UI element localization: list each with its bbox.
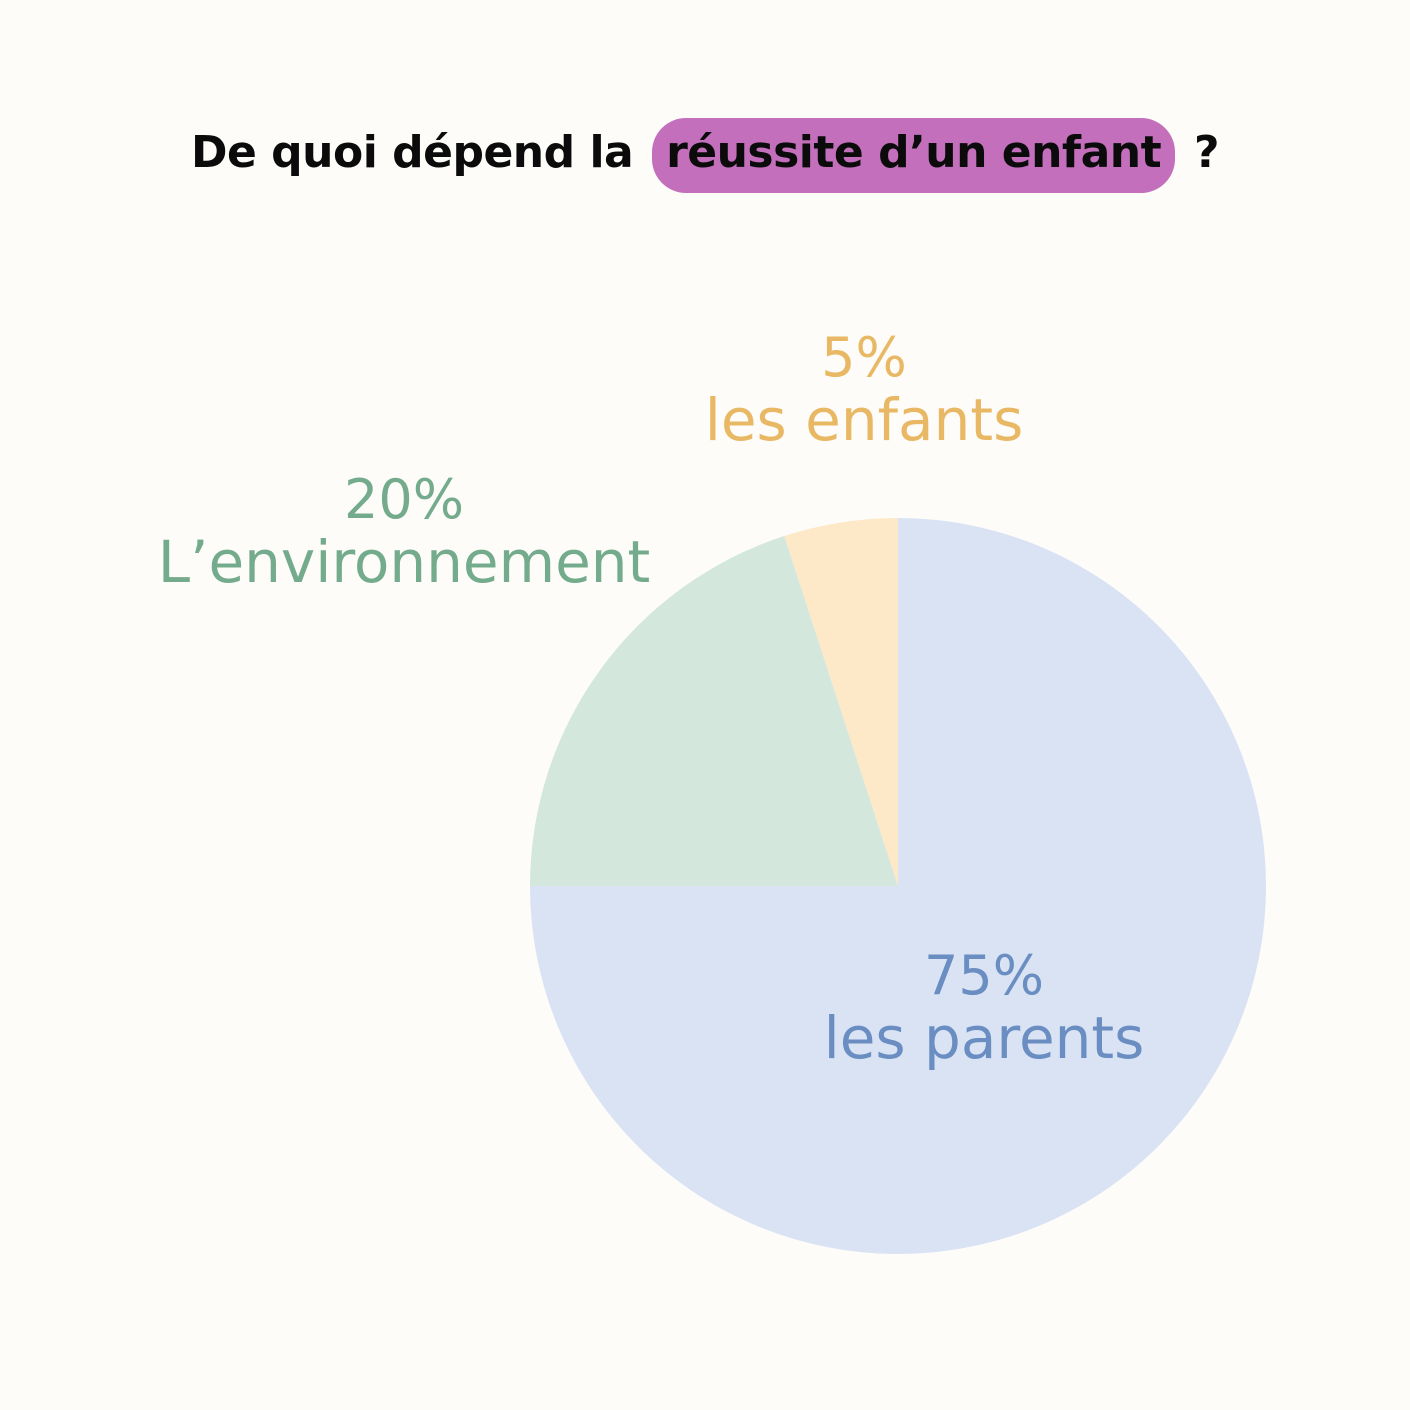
slice-name-enfants: les enfants [704,386,1024,455]
slice-label-environnement: 20% L’environnement [157,468,651,597]
slice-label-enfants: 5% les enfants [704,326,1024,455]
pie-slice-environnement [530,536,898,886]
slice-label-parents: 75% les parents [823,944,1145,1073]
slice-name-parents: les parents [823,1004,1145,1073]
title-text-after: ? [1193,127,1220,178]
title-text-before: De quoi dépend la [191,127,634,178]
chart-title: De quoi dépend la réussite d’un enfant ? [0,118,1410,193]
slice-percent-enfants: 5% [821,326,907,389]
slice-percent-environnement: 20% [343,468,465,531]
pie-slice-enfants [784,518,898,886]
slice-name-environnement: L’environnement [157,528,651,597]
slice-percent-parents: 75% [923,944,1045,1007]
pie-slices [530,518,1266,1254]
title-highlight: réussite d’un enfant [652,118,1176,193]
